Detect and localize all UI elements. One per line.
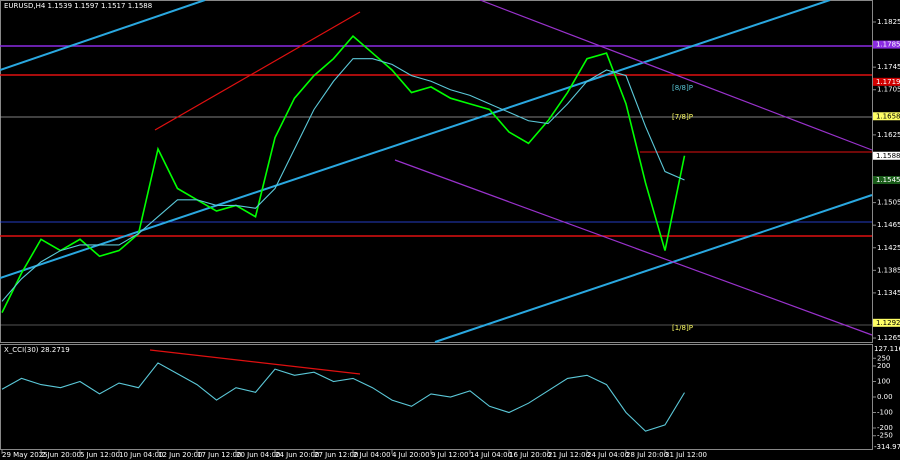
y-tick-label: -250 — [877, 432, 893, 440]
series-line — [1, 34, 686, 314]
price-mark-label: 1.1292 — [876, 319, 900, 327]
price-mark-label: 1.1719 — [876, 78, 900, 86]
x-tick-label: 28 Jul 20:00 — [626, 451, 668, 459]
y-tick-label: 100 — [877, 378, 890, 386]
murrey-label: [1/8]P — [672, 324, 693, 332]
x-tick-label: 4 Jul 20:00 — [392, 451, 430, 459]
price-mark — [873, 176, 900, 185]
x-tick-label: 14 Jul 04:00 — [470, 451, 512, 459]
y-tick-label: 1.1425 — [877, 244, 900, 252]
y-tick-label: 1.1385 — [877, 266, 900, 274]
price-mark-label: 1.1785 — [876, 41, 900, 49]
x-tick-label: 17 Jun 12:00 — [197, 451, 241, 459]
price-mark — [873, 40, 900, 49]
divergence-line — [149, 349, 361, 375]
trend-line — [154, 11, 361, 131]
x-tick-label: 29 May 2025 — [2, 451, 48, 459]
x-tick-label: 2 Jul 04:00 — [353, 451, 391, 459]
y-tick-label: 1.1265 — [877, 334, 900, 342]
x-tick-label: 2 Jun 20:00 — [41, 451, 81, 459]
x-tick-label: 10 Jun 04:00 — [119, 451, 163, 459]
y-tick-label: 0.00 — [877, 393, 893, 401]
price-mark-label: 1.1545 — [876, 176, 900, 184]
x-tick-label: 20 Jun 04:00 — [236, 451, 280, 459]
trend-line — [0, 0, 206, 71]
series-line — [1, 362, 685, 432]
price-mark — [873, 77, 900, 86]
trend-line — [434, 194, 873, 343]
y-tick-label: 1.1625 — [877, 131, 900, 139]
range-label: 127.116 — [874, 345, 900, 353]
y-tick-label: 1.1825 — [877, 18, 900, 26]
price-mark-label: 1.1588 — [876, 152, 900, 160]
indicator-title: X_CCI(30) 28.2719 — [4, 346, 70, 354]
x-tick-label: 5 Jun 12:00 — [80, 451, 120, 459]
murrey-label: [8/8]P — [672, 84, 693, 92]
x-tick-label: 21 Jul 12:00 — [548, 451, 590, 459]
y-tick-label: -100 — [877, 408, 893, 416]
y-tick-label: -200 — [877, 424, 893, 432]
y-tick-label: 200 — [877, 362, 890, 370]
x-tick-label: 27 Jun 12:00 — [314, 451, 358, 459]
channel-line — [394, 159, 873, 336]
price-mark — [873, 318, 900, 327]
x-tick-label: 12 Jun 20:00 — [158, 451, 202, 459]
x-tick-label: 16 Jul 20:00 — [509, 451, 551, 459]
y-tick-label: 250 — [877, 354, 890, 362]
y-tick-label: 1.1465 — [877, 221, 900, 229]
channel-line — [479, 0, 873, 151]
chart-title: EURUSD,H4 1.1539 1.1597 1.1517 1.1588 — [4, 2, 152, 10]
price-mark-label: 1.1658 — [876, 112, 900, 120]
y-tick-label: 1.1345 — [877, 289, 900, 297]
x-tick-label: 24 Jul 04:00 — [587, 451, 629, 459]
murrey-label: [7/8]P — [672, 113, 693, 121]
price-mark — [873, 112, 900, 121]
x-tick-label: 24 Jun 20:00 — [275, 451, 319, 459]
y-tick-label: 1.1745 — [877, 63, 900, 71]
x-tick-label: 9 Jul 12:00 — [431, 451, 469, 459]
y-tick-label: 1.1705 — [877, 86, 900, 94]
y-tick-label: 1.1505 — [877, 199, 900, 207]
series-line — [1, 58, 685, 302]
x-tick-label: 31 Jul 12:00 — [665, 451, 707, 459]
price-mark — [873, 151, 900, 160]
range-label: -314.976 — [874, 443, 900, 451]
